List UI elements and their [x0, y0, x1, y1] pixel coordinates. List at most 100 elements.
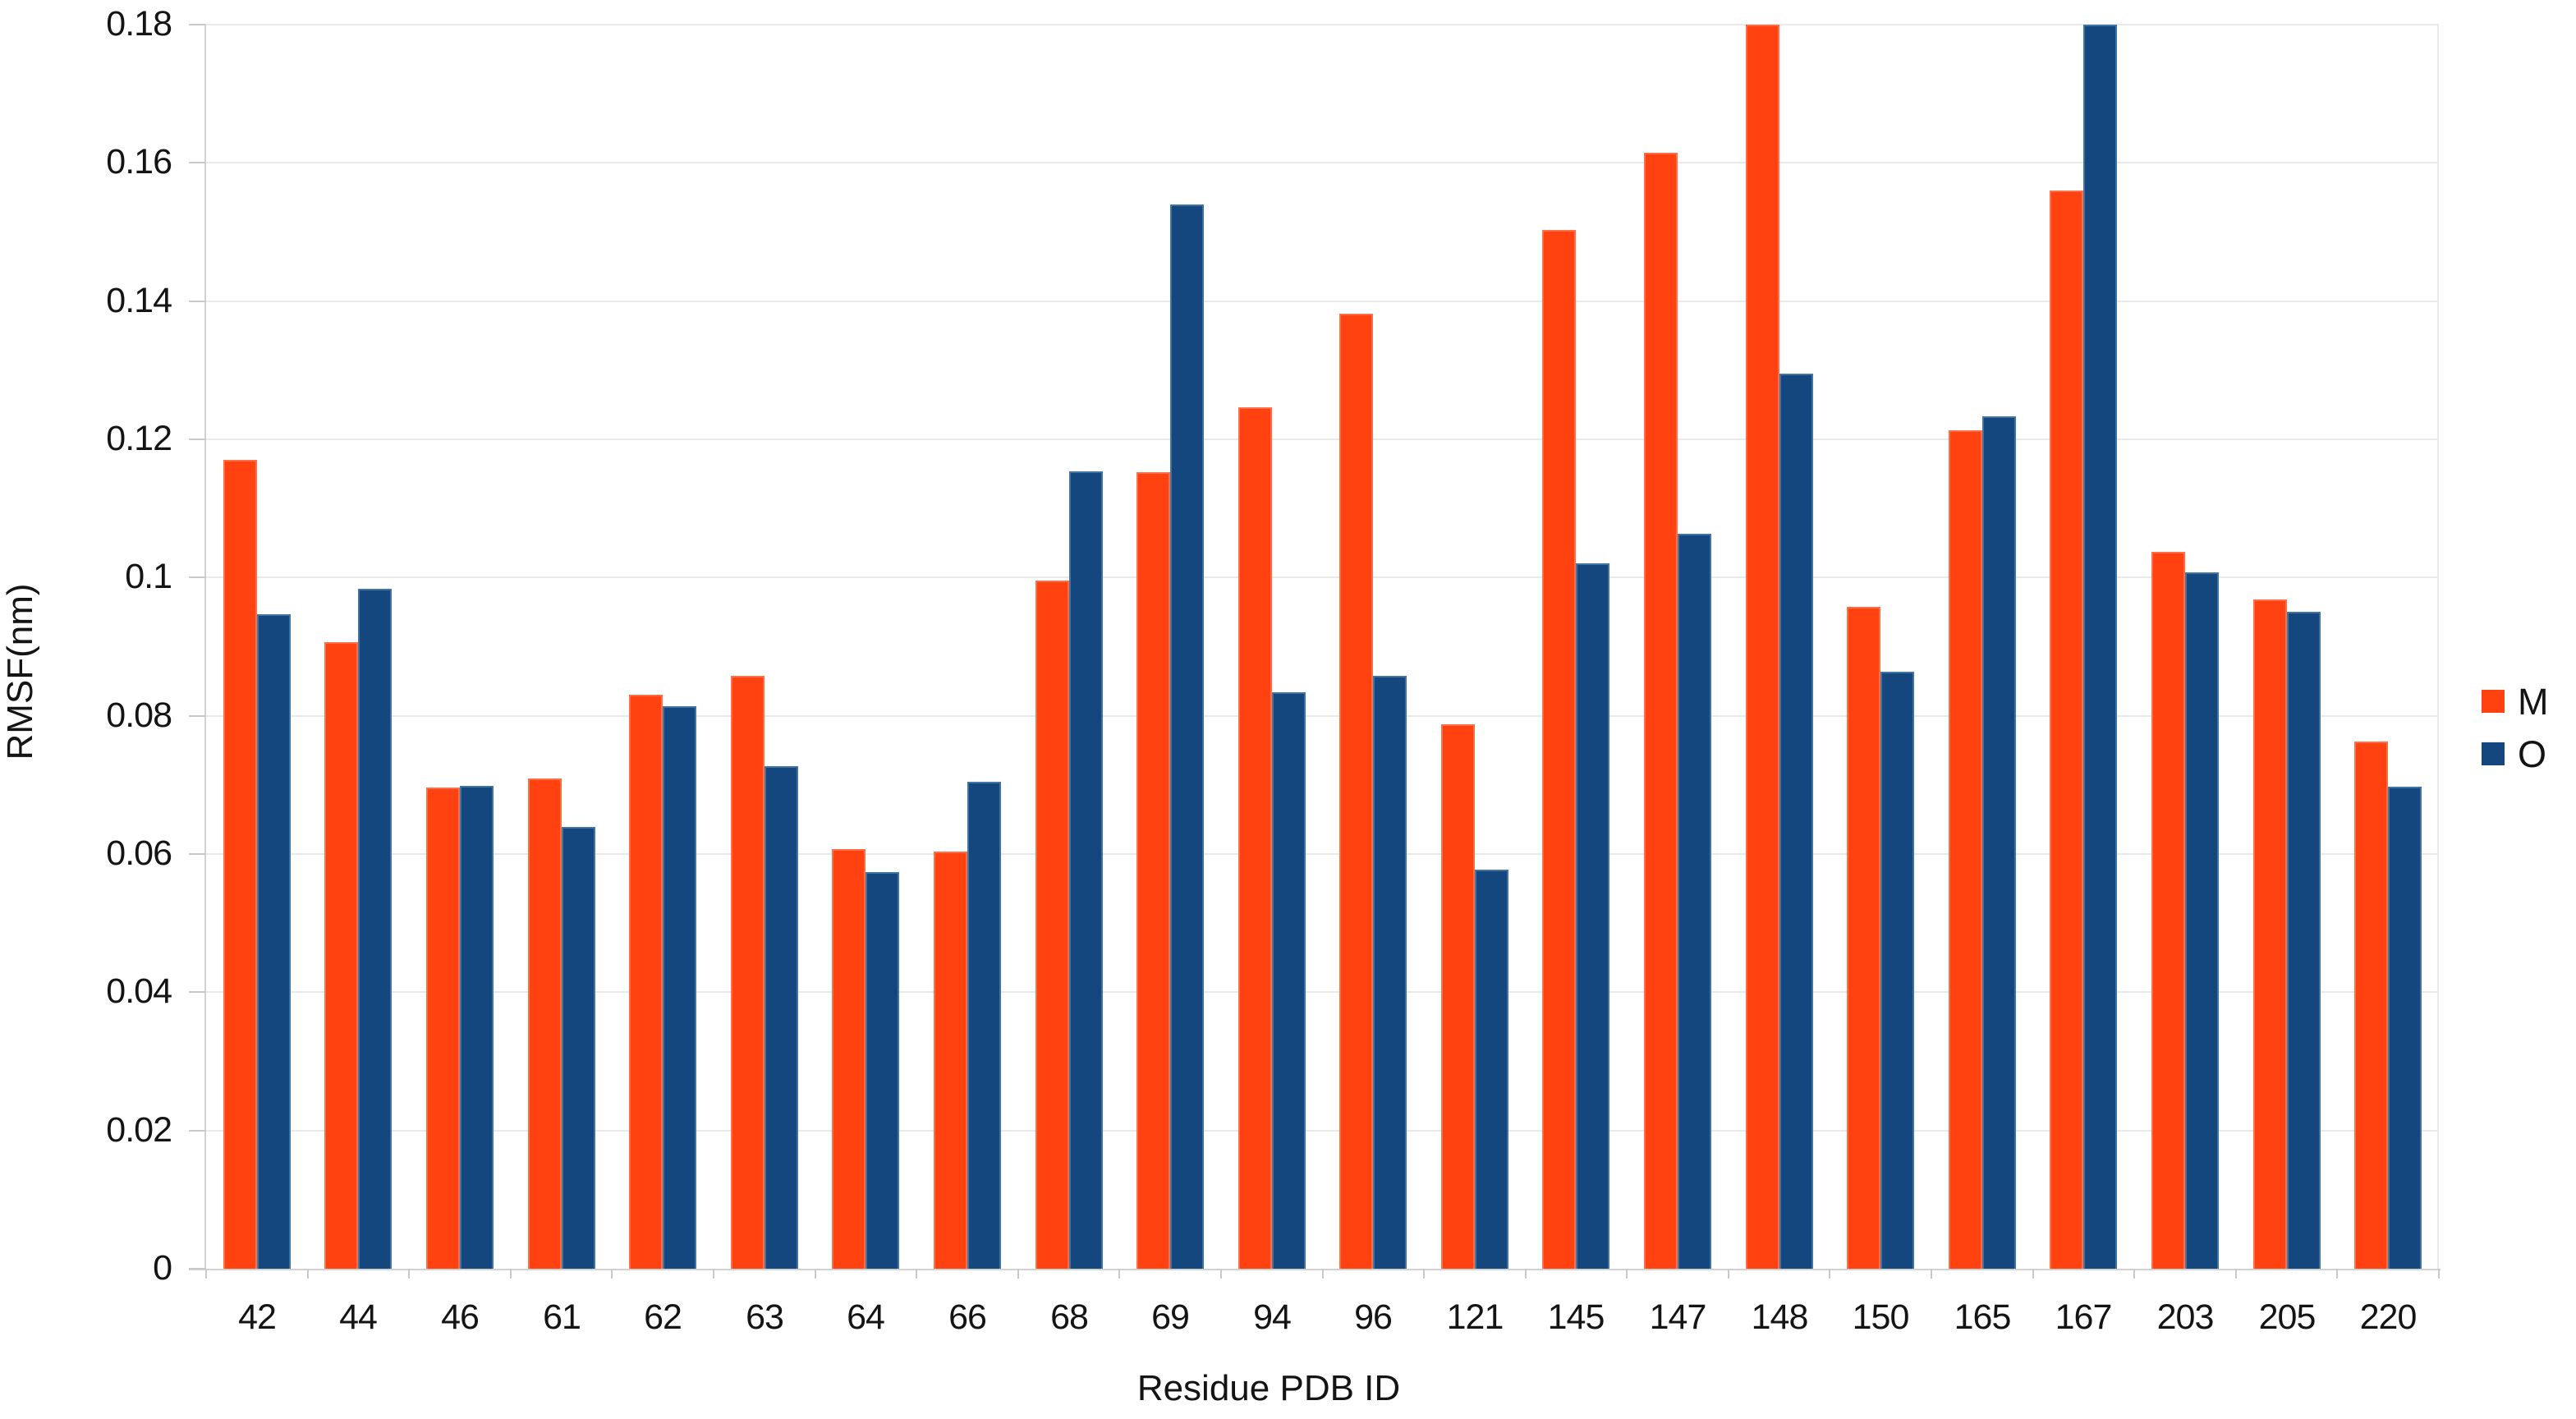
- x-tick-label: 66: [948, 1297, 987, 1337]
- y-tick-mark: [189, 714, 206, 717]
- x-tick-label: 150: [1852, 1297, 1910, 1337]
- y-tick-mark: [189, 1129, 206, 1132]
- bar-M-96: [1339, 314, 1373, 1269]
- x-tick-mark: [1829, 1269, 1830, 1279]
- x-tick-mark: [815, 1269, 816, 1279]
- bar-M-62: [629, 695, 663, 1269]
- gridline: [206, 162, 2439, 164]
- y-tick-label: 0.12: [106, 419, 172, 458]
- bar-O-61: [562, 827, 595, 1269]
- legend-label: O: [2518, 732, 2547, 775]
- x-tick-mark: [1322, 1269, 1324, 1279]
- bar-M-220: [2354, 742, 2388, 1269]
- x-tick-label: 46: [441, 1297, 480, 1337]
- x-tick-mark: [408, 1269, 410, 1279]
- legend-item-O: O: [2482, 728, 2549, 780]
- gridline: [206, 300, 2439, 302]
- x-tick-label: 145: [1547, 1297, 1605, 1337]
- bar-M-145: [1542, 230, 1576, 1269]
- bar-M-148: [1746, 25, 1779, 1269]
- bar-O-220: [2388, 787, 2422, 1269]
- gridline: [206, 576, 2439, 579]
- y-tick-label: 0.16: [106, 142, 172, 182]
- y-tick-mark: [189, 1268, 206, 1270]
- gridline: [206, 1129, 2439, 1132]
- x-tick-label: 61: [543, 1297, 581, 1337]
- y-tick-label: 0.02: [106, 1109, 172, 1150]
- y-tick-mark: [189, 576, 206, 579]
- y-tick-mark: [189, 162, 206, 164]
- y-tick-label: 0.06: [106, 833, 172, 873]
- bar-O-150: [1880, 672, 1914, 1269]
- x-tick-label: 96: [1354, 1297, 1393, 1337]
- legend-item-M: M: [2482, 675, 2549, 728]
- bar-O-69: [1170, 204, 1204, 1269]
- y-axis-line: [204, 25, 206, 1269]
- legend-swatch-icon: [2482, 690, 2505, 713]
- bar-O-205: [2287, 612, 2321, 1269]
- bar-O-145: [1576, 563, 1609, 1269]
- x-tick-mark: [916, 1269, 917, 1279]
- x-tick-label: 44: [339, 1297, 378, 1337]
- bar-M-167: [2050, 191, 2083, 1269]
- bar-O-148: [1779, 374, 1813, 1269]
- y-tick-mark: [189, 439, 206, 440]
- x-tick-label: 147: [1649, 1297, 1707, 1337]
- legend-swatch-icon: [2482, 742, 2505, 765]
- gridline: [206, 439, 2439, 440]
- x-tick-label: 165: [1954, 1297, 2012, 1337]
- x-tick-mark: [1118, 1269, 1120, 1279]
- y-tick-mark: [189, 853, 206, 855]
- y-tick-label: 0.08: [106, 695, 172, 735]
- bar-O-46: [460, 786, 494, 1269]
- bar-O-203: [2185, 572, 2219, 1269]
- gridline: [206, 714, 2439, 717]
- bar-O-167: [2083, 25, 2117, 1269]
- x-tick-label: 121: [1446, 1297, 1504, 1337]
- x-tick-label: 68: [1050, 1297, 1089, 1337]
- bar-M-121: [1441, 724, 1475, 1269]
- bar-O-68: [1069, 471, 1103, 1269]
- bar-O-66: [967, 782, 1001, 1269]
- x-tick-label: 94: [1253, 1297, 1292, 1337]
- x-tick-mark: [2235, 1269, 2237, 1279]
- y-tick-mark: [189, 300, 206, 302]
- gridline: [206, 991, 2439, 994]
- x-tick-label: 64: [847, 1297, 885, 1337]
- x-tick-mark: [1728, 1269, 1729, 1279]
- x-tick-label: 205: [2258, 1297, 2317, 1337]
- bar-M-94: [1238, 407, 1272, 1269]
- bar-M-66: [934, 852, 967, 1269]
- plot-right-border: [2437, 25, 2439, 1269]
- bar-M-61: [528, 778, 562, 1269]
- x-axis-title: Residue PDB ID: [1136, 1368, 1401, 1408]
- x-tick-label: 203: [2156, 1297, 2215, 1337]
- x-tick-label: 148: [1751, 1297, 1809, 1337]
- x-tick-mark: [1525, 1269, 1527, 1279]
- x-tick-label: 62: [644, 1297, 682, 1337]
- x-tick-mark: [2133, 1269, 2135, 1279]
- bar-O-165: [1982, 416, 2016, 1269]
- bar-O-96: [1373, 676, 1407, 1269]
- y-tick-label: 0.04: [106, 971, 172, 1012]
- bar-M-150: [1847, 607, 1880, 1269]
- x-tick-label: 167: [2055, 1297, 2113, 1337]
- gridline: [206, 24, 2439, 25]
- legend-label: M: [2518, 680, 2549, 723]
- gridline: [206, 853, 2439, 855]
- bar-M-203: [2151, 552, 2185, 1269]
- x-tick-mark: [1017, 1269, 1019, 1279]
- x-tick-mark: [2032, 1269, 2034, 1279]
- bar-O-63: [765, 766, 798, 1269]
- bar-M-205: [2253, 599, 2287, 1269]
- x-tick-mark: [307, 1269, 309, 1279]
- x-tick-label: 63: [746, 1297, 784, 1337]
- bar-O-44: [358, 589, 392, 1269]
- x-tick-mark: [611, 1269, 613, 1279]
- bar-O-94: [1272, 692, 1306, 1269]
- bar-M-42: [223, 460, 257, 1269]
- bar-O-42: [257, 614, 291, 1269]
- y-tick-label: 0.14: [106, 280, 172, 320]
- x-axis-line: [189, 1269, 2441, 1270]
- y-tick-label: 0: [153, 1248, 172, 1288]
